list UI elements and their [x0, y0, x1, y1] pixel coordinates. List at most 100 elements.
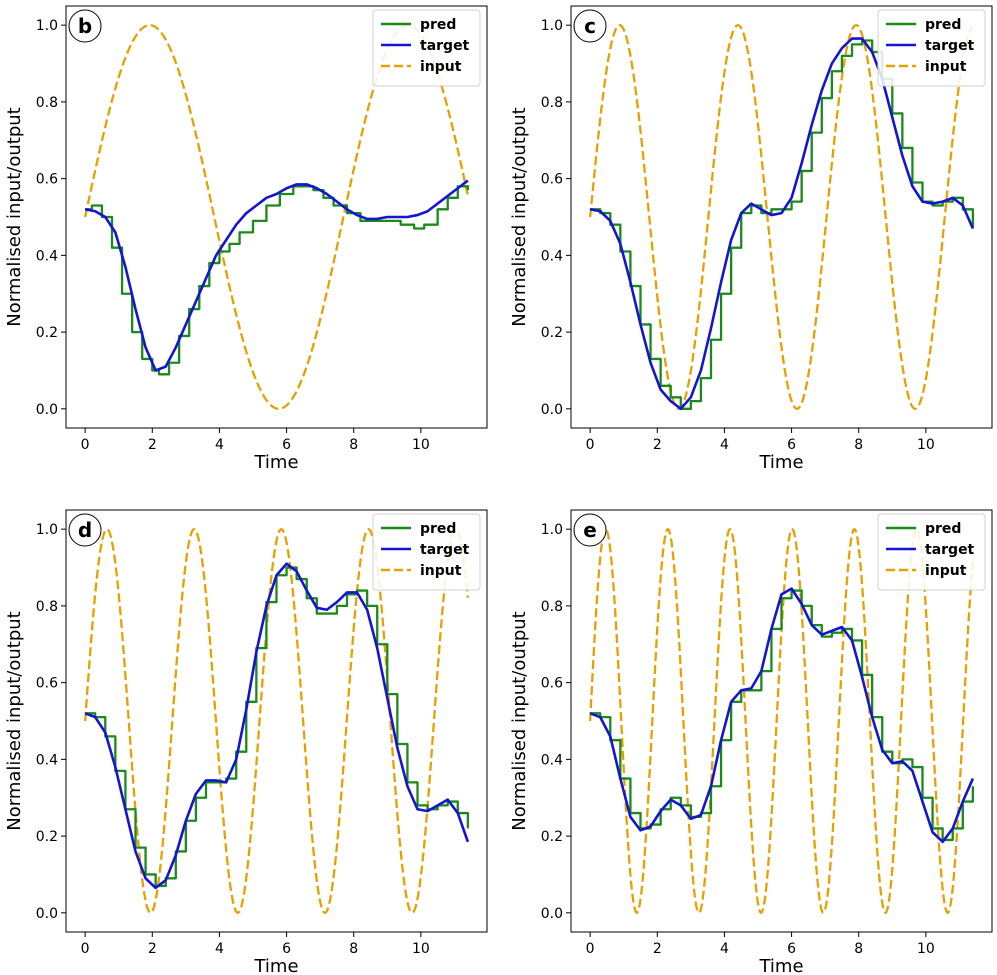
legend-label-target: target — [420, 38, 470, 54]
x-tick-label: 8 — [854, 437, 863, 453]
legend-label-pred: pred — [925, 521, 961, 537]
x-tick-label: 0 — [586, 437, 595, 453]
y-tick-label: 0.2 — [36, 829, 58, 845]
x-tick-label: 4 — [215, 437, 224, 453]
y-axis-label: Normalised input/output — [4, 107, 25, 326]
legend-label-pred: pred — [925, 17, 961, 33]
panel-letter: c — [584, 14, 596, 38]
series-target-line — [84, 179, 469, 372]
y-tick-label: 0.8 — [36, 599, 58, 615]
x-tick-label: 6 — [282, 941, 291, 957]
legend-label-target: target — [420, 542, 470, 558]
series-target-line — [589, 587, 975, 844]
y-tick-label: 0.8 — [541, 599, 563, 615]
y-tick-label: 0.6 — [541, 676, 563, 692]
x-axis-label: Time — [253, 956, 298, 975]
series-pred-line — [85, 566, 470, 888]
x-tick-label: 10 — [412, 437, 430, 453]
panel-c: 0 2 4 6 8 10 0.0 0.2 0.4 0.6 0.8 1.0 Time Normalised … — [509, 5, 993, 473]
x-tick-label: 0 — [81, 437, 90, 453]
x-tick-label: 4 — [215, 941, 224, 957]
x-tick-label: 8 — [349, 437, 358, 453]
y-tick-label: 0.2 — [36, 325, 58, 341]
y-tick-label: 0.6 — [541, 172, 563, 188]
panel-badge — [68, 9, 102, 43]
y-tick-label: 0.6 — [36, 676, 58, 692]
y-tick-label: 0.8 — [541, 95, 563, 111]
x-tick-label: 10 — [917, 437, 935, 453]
y-axis-label: Normalised input/output — [4, 611, 25, 830]
x-tick-label: 2 — [148, 437, 157, 453]
legend-label-input: input — [420, 59, 462, 75]
x-tick-label: 4 — [720, 437, 729, 453]
series-target-line — [84, 562, 470, 890]
x-tick-label: 0 — [81, 941, 90, 957]
x-tick-label: 2 — [148, 941, 157, 957]
series-pred-line — [590, 39, 975, 410]
plot-frame — [570, 509, 993, 933]
panel-e: 0 2 4 6 8 10 0.0 0.2 0.4 0.6 0.8 1.0 Time Normalised … — [509, 509, 993, 975]
legend-label-target: target — [925, 38, 975, 54]
y-tick-label: 0.8 — [36, 95, 58, 111]
y-tick-label: 0.0 — [36, 402, 58, 418]
y-tick-label: 0.0 — [541, 906, 563, 922]
x-tick-label: 10 — [412, 941, 430, 957]
y-tick-label: 0.2 — [541, 829, 563, 845]
x-axis-label: Time — [758, 956, 803, 975]
x-tick-label: 6 — [282, 437, 291, 453]
panel-letter: d — [78, 518, 92, 542]
y-tick-label: 0.4 — [541, 752, 563, 768]
y-tick-label: 0.2 — [541, 325, 563, 341]
y-tick-label: 0.4 — [541, 248, 563, 264]
legend-label-pred: pred — [420, 521, 456, 537]
x-tick-label: 6 — [787, 437, 796, 453]
x-axis-label: Time — [253, 452, 298, 473]
x-tick-label: 4 — [720, 941, 729, 957]
legend-label-input: input — [925, 59, 967, 75]
series-input-line — [588, 528, 975, 914]
x-tick-label: 8 — [854, 941, 863, 957]
legend: pred target input — [372, 513, 481, 591]
x-tick-label: 6 — [787, 941, 796, 957]
y-tick-label: 1.0 — [541, 18, 563, 34]
panel-letter: b — [78, 14, 92, 38]
legend: pred target input — [877, 9, 986, 87]
panel-badge — [573, 513, 607, 547]
x-tick-label: 2 — [653, 437, 662, 453]
y-tick-label: 1.0 — [541, 522, 563, 538]
x-tick-label: 10 — [917, 941, 935, 957]
legend-label-pred: pred — [420, 17, 456, 33]
legend-label-input: input — [925, 563, 967, 579]
x-tick-label: 8 — [349, 941, 358, 957]
series-pred-line — [590, 589, 975, 842]
y-tick-label: 1.0 — [36, 18, 58, 34]
panel-b: 0 2 4 6 8 10 0.0 0.2 0.4 0.6 0.8 1.0 Time Normalised … — [4, 5, 488, 473]
y-axis-label: Normalised input/output — [509, 611, 530, 830]
legend-label-target: target — [925, 542, 975, 558]
y-tick-label: 0.4 — [36, 752, 58, 768]
series-target-line — [589, 37, 975, 411]
plot-frame — [570, 5, 993, 429]
x-tick-label: 2 — [653, 941, 662, 957]
panel-badge — [68, 513, 102, 547]
legend-label-input: input — [420, 563, 462, 579]
y-tick-label: 0.0 — [541, 402, 563, 418]
series-pred-line — [85, 185, 470, 376]
legend: pred target input — [372, 9, 481, 87]
x-tick-label: 0 — [586, 941, 595, 957]
legend: pred target input — [877, 513, 986, 591]
plot-frame — [65, 5, 488, 429]
series-input-line — [588, 24, 974, 410]
x-axis-label: Time — [758, 452, 803, 473]
y-tick-label: 0.6 — [36, 172, 58, 188]
series-input-line — [83, 528, 470, 914]
y-tick-label: 1.0 — [36, 522, 58, 538]
y-tick-label: 0.4 — [36, 248, 58, 264]
panel-letter: e — [583, 518, 597, 542]
y-axis-label: Normalised input/output — [509, 107, 530, 326]
plot-frame — [65, 509, 488, 933]
panel-badge — [573, 9, 607, 43]
y-tick-label: 0.0 — [36, 906, 58, 922]
panel-d: 0 2 4 6 8 10 0.0 0.2 0.4 0.6 0.8 1.0 Time Normalised … — [4, 509, 488, 975]
